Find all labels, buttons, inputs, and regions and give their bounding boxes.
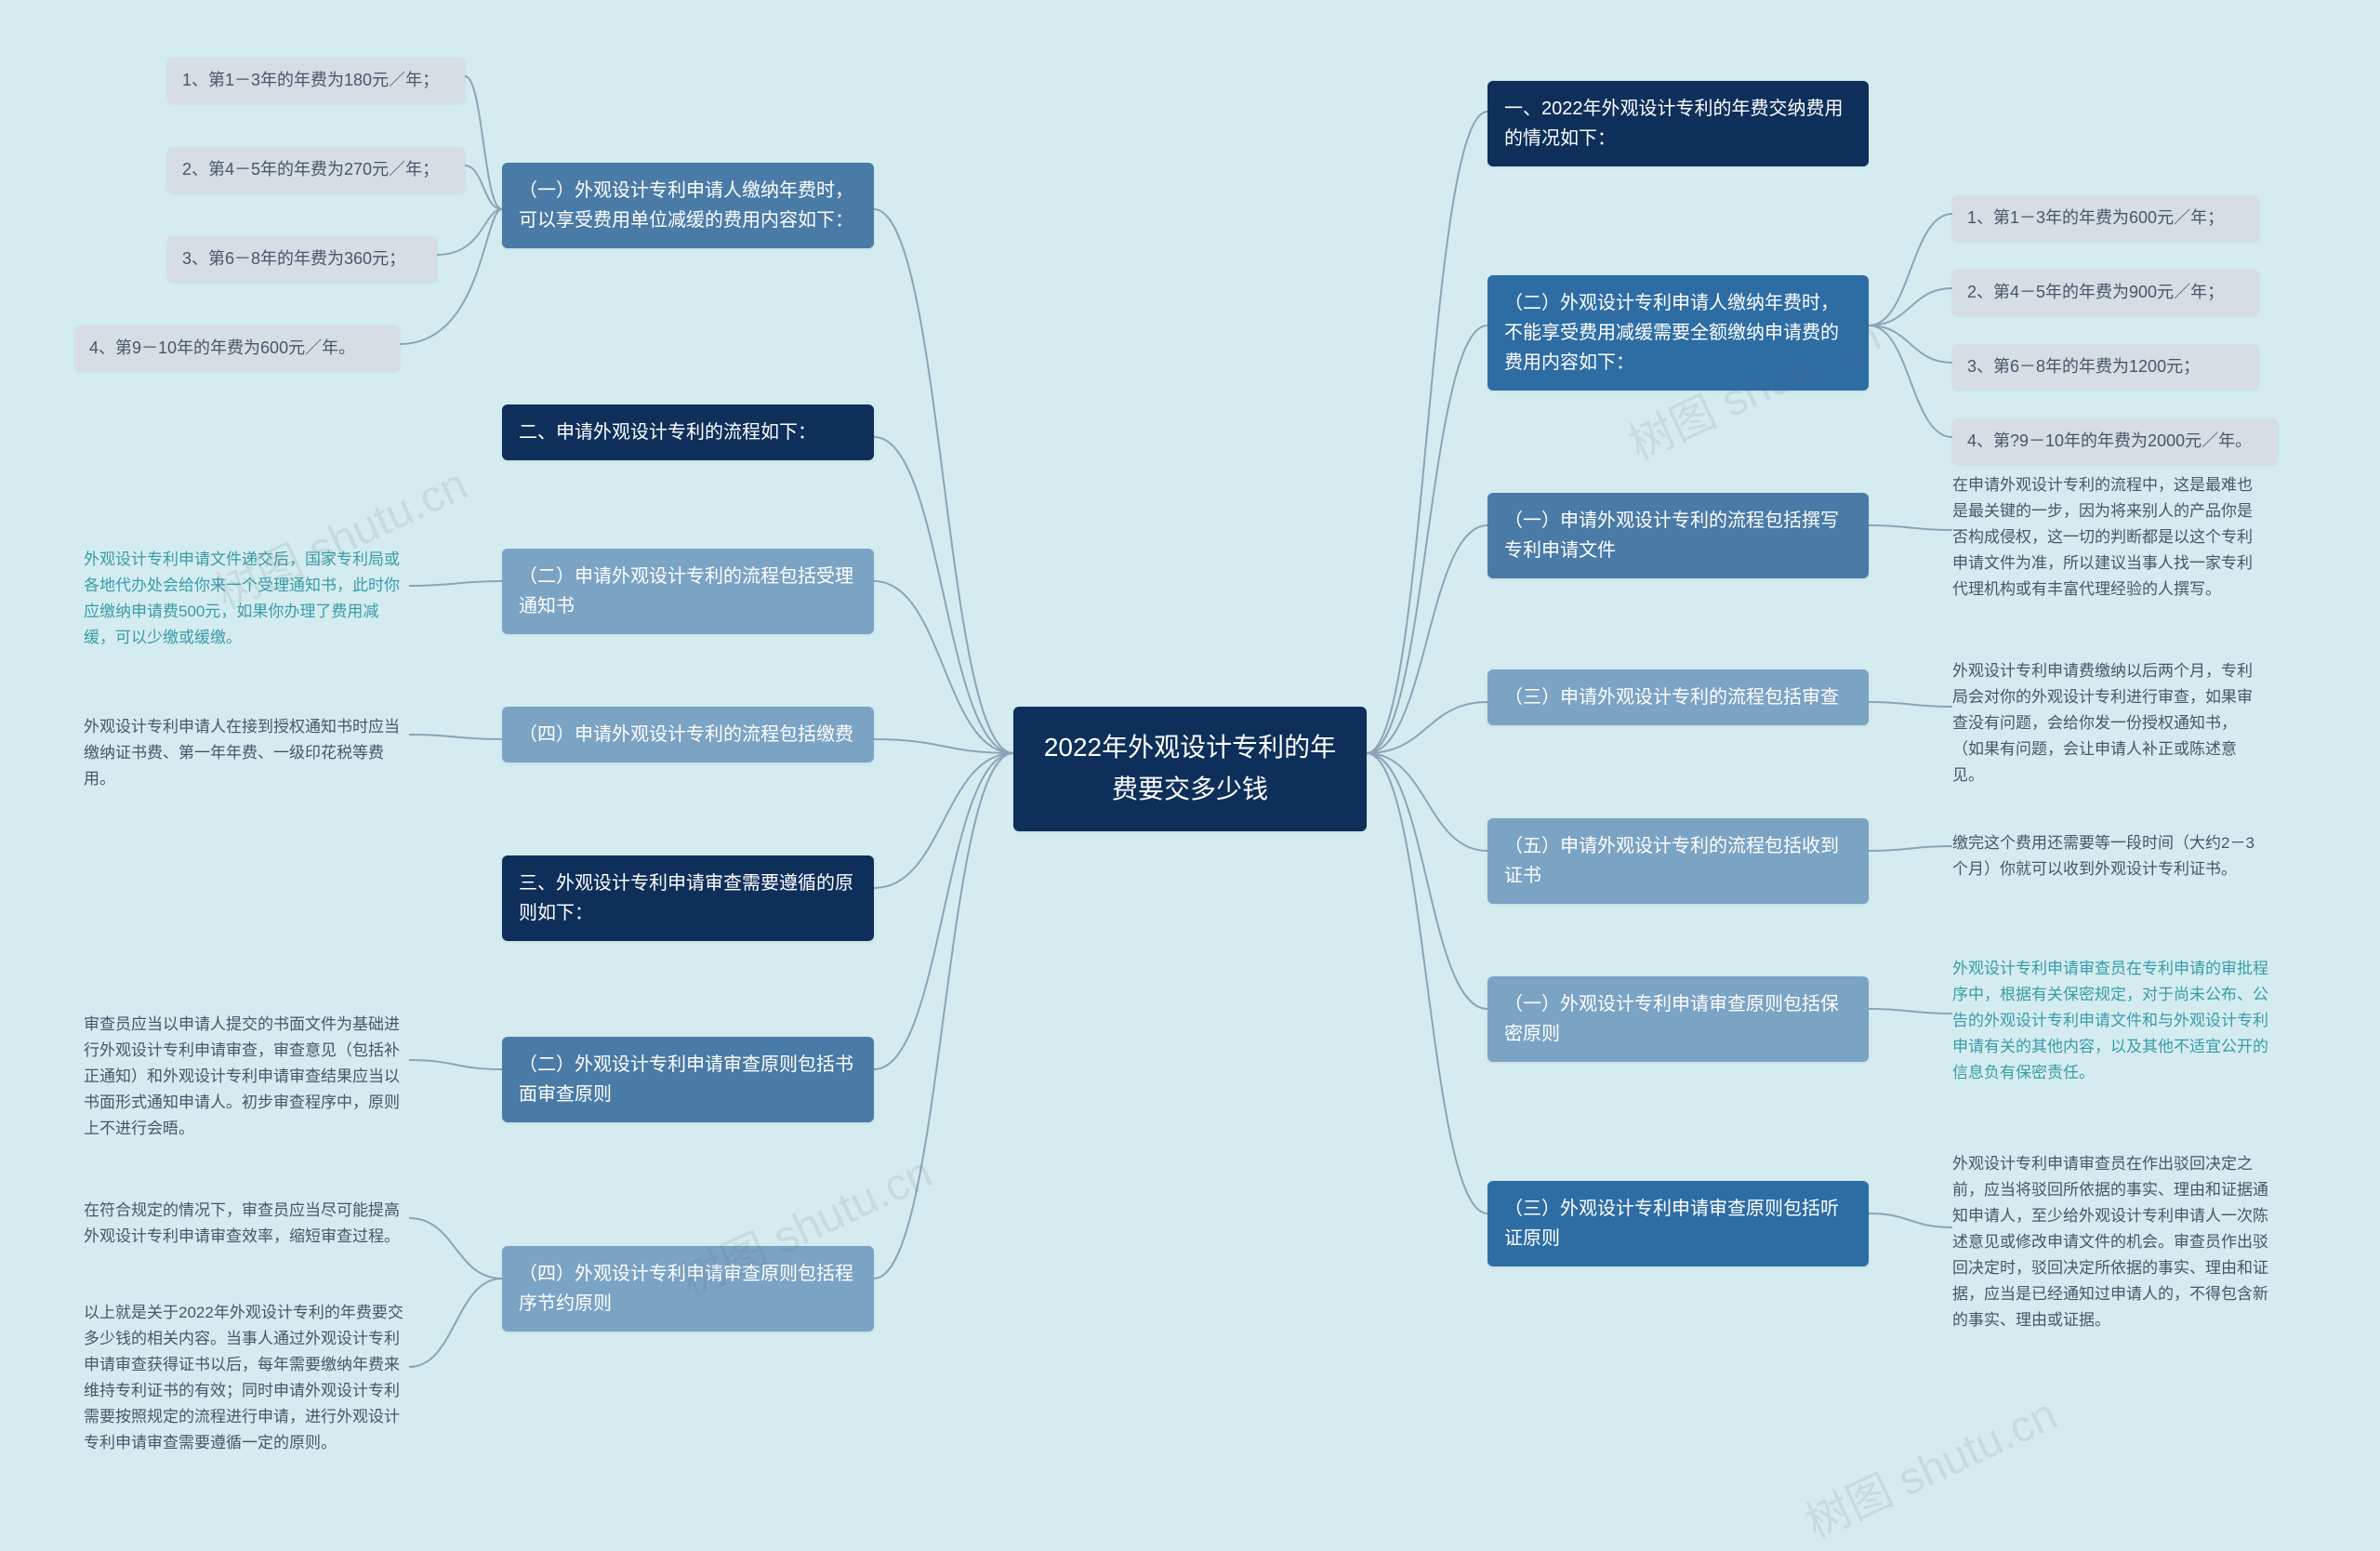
left-leaf-ll1: 1、第1－3年的年费为180元／年；: [167, 58, 465, 103]
right-node-r5: （五）申请外观设计专利的流程包括收到证书: [1488, 818, 1869, 904]
right-leaf-rl6: 外观设计专利申请费缴纳以后两个月，专利局会对你的外观设计专利进行审查，如果审查没…: [1952, 651, 2259, 796]
left-leaf-ll6: 外观设计专利申请人在接到授权通知书时应当缴纳证书费、第一年年费、一级印花税等费用…: [84, 707, 409, 800]
left-node-l3: （二）申请外观设计专利的流程包括受理通知书: [502, 549, 874, 634]
left-node-l2: 二、申请外观设计专利的流程如下：: [502, 404, 874, 460]
left-node-l1: （一）外观设计专利申请人缴纳年费时，可以享受费用单位减缓的费用内容如下：: [502, 163, 874, 248]
left-leaf-ll2: 2、第4－5年的年费为270元／年；: [167, 147, 465, 192]
left-leaf-ll7: 审查员应当以申请人提交的书面文件为基础进行外观设计专利申请审查，审查意见（包括补…: [84, 1004, 409, 1149]
left-node-l7: （四）外观设计专利申请审查原则包括程序节约原则: [502, 1246, 874, 1332]
left-leaf-ll8: 在符合规定的情况下，审查员应当尽可能提高外观设计专利申请审查效率，缩短审查过程。: [84, 1190, 409, 1257]
left-node-l4: （四）申请外观设计专利的流程包括缴费: [502, 707, 874, 762]
left-leaf-ll5: 外观设计专利申请文件递交后，国家专利局或各地代办处会给你来一个受理通知书，此时你…: [84, 539, 409, 658]
center-node: 2022年外观设计专利的年费要交多少钱: [1013, 707, 1367, 831]
right-node-r4: （三）申请外观设计专利的流程包括审查: [1488, 669, 1869, 725]
left-node-l6: （二）外观设计专利申请审查原则包括书面审查原则: [502, 1037, 874, 1122]
right-leaf-rl1: 1、第1－3年的年费为600元／年；: [1952, 195, 2259, 241]
right-node-r2: （二）外观设计专利申请人缴纳年费时，不能享受费用减缓需要全额缴纳申请费的费用内容…: [1488, 275, 1869, 391]
right-leaf-rl5: 在申请外观设计专利的流程中，这是最难也是最关键的一步，因为将来别人的产品你是否构…: [1952, 465, 2259, 610]
left-node-l5: 三、外观设计专利申请审查需要遵循的原则如下：: [502, 855, 874, 941]
right-node-r3: （一）申请外观设计专利的流程包括撰写专利申请文件: [1488, 493, 1869, 578]
right-node-r7: （三）外观设计专利申请审查原则包括听证原则: [1488, 1181, 1869, 1266]
right-leaf-rl7: 缴完这个费用还需要等一段时间（大约2－3个月）你就可以收到外观设计专利证书。: [1952, 823, 2259, 890]
left-leaf-ll9: 以上就是关于2022年外观设计专利的年费要交多少钱的相关内容。当事人通过外观设计…: [84, 1292, 409, 1464]
left-leaf-ll3: 3、第6－8年的年费为360元；: [167, 236, 437, 282]
right-node-r1: 一、2022年外观设计专利的年费交纳费用的情况如下：: [1488, 81, 1869, 166]
right-leaf-rl2: 2、第4－5年的年费为900元／年；: [1952, 270, 2259, 315]
watermark-3: 树图 shutu.cn: [1793, 1378, 2066, 1551]
left-leaf-ll4: 4、第9－10年的年费为600元／年。: [74, 325, 400, 371]
right-leaf-rl9: 外观设计专利申请审查员在作出驳回决定之前，应当将驳回所依据的事实、理由和证据通知…: [1952, 1144, 2268, 1341]
right-leaf-rl3: 3、第6－8年的年费为1200元；: [1952, 344, 2259, 390]
right-leaf-rl4: 4、第?9－10年的年费为2000元／年。: [1952, 418, 2278, 464]
right-node-r6: （一）外观设计专利申请审查原则包括保密原则: [1488, 976, 1869, 1062]
right-leaf-rl8: 外观设计专利申请审查员在专利申请的审批程序中，根据有关保密规定，对于尚未公布、公…: [1952, 948, 2268, 1094]
